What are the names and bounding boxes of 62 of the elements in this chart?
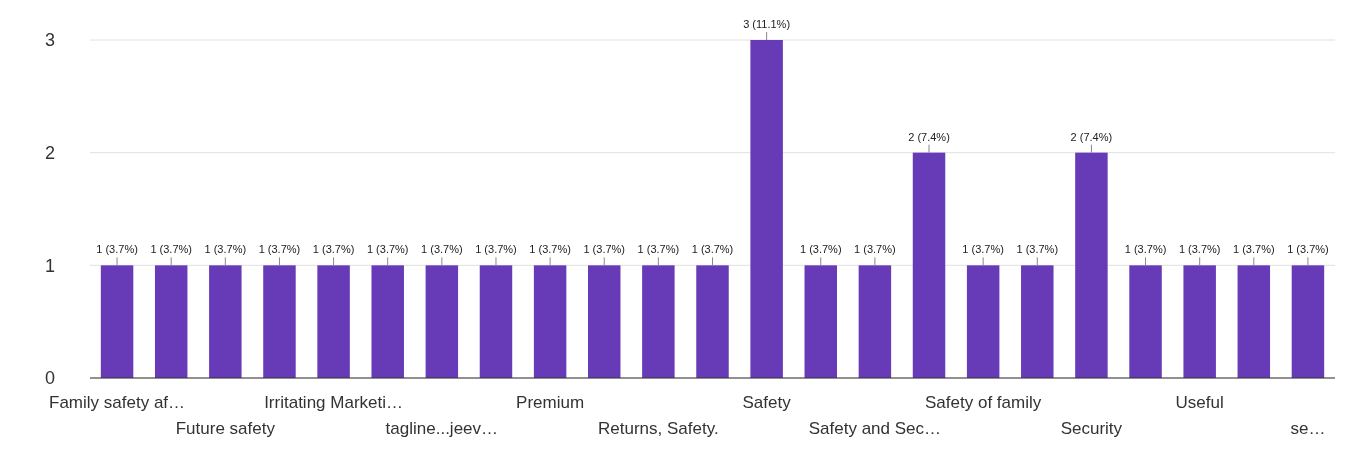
bar <box>804 265 837 378</box>
x-tick-label: Useful <box>1175 393 1224 412</box>
bar <box>371 265 404 378</box>
x-tick-label: Safety and Sec… <box>808 419 942 438</box>
x-tick-label: Returns, Safety. <box>598 419 719 438</box>
data-label: 1 (3.7%) <box>1016 243 1059 256</box>
x-tick-label: Security <box>1060 419 1123 438</box>
bar <box>966 265 1000 378</box>
y-tick-label: 1 <box>44 255 55 276</box>
data-label: 1 (3.7%) <box>691 243 734 256</box>
x-tick-label: Future safety <box>175 419 276 438</box>
data-label: 2 (7.4%) <box>908 130 950 143</box>
x-tick-label: se… <box>1290 419 1326 438</box>
data-label: 1 (3.7%) <box>962 243 1004 256</box>
x-tick-label: Safety of family <box>925 393 1042 412</box>
data-label: 3 (11.1%) <box>743 18 791 30</box>
bar <box>912 152 946 378</box>
bar <box>858 265 892 378</box>
data-label: 1 (3.7%) <box>583 243 626 256</box>
y-tick-label: 0 <box>44 368 55 389</box>
y-tick-label: 2 <box>44 142 55 163</box>
bar <box>1021 265 1054 378</box>
data-label: 1 (3.7%) <box>204 243 247 256</box>
bar <box>425 265 459 378</box>
bar <box>588 265 621 378</box>
bar <box>1291 265 1325 378</box>
x-tick-label: Premium <box>516 393 585 412</box>
bar <box>479 265 513 378</box>
data-label: 1 (3.7%) <box>1233 243 1275 256</box>
bar <box>1129 265 1162 378</box>
data-label: 1 (3.7%) <box>475 243 517 256</box>
bar <box>209 265 242 378</box>
data-label: 1 (3.7%) <box>421 243 463 256</box>
bar <box>642 265 675 378</box>
data-label: 1 (3.7%) <box>529 243 571 256</box>
bar <box>154 265 188 378</box>
bar <box>317 265 350 378</box>
bar <box>750 40 783 378</box>
data-label: 1 (3.7%) <box>637 243 680 256</box>
x-tick-label: Safety <box>742 393 792 412</box>
data-label: 1 (3.7%) <box>258 243 301 256</box>
data-label: 1 (3.7%) <box>1178 243 1221 256</box>
x-tick-label: Family safety af… <box>49 393 186 412</box>
bar <box>1075 152 1108 378</box>
data-label: 1 (3.7%) <box>150 243 192 256</box>
data-label: 1 (3.7%) <box>1124 243 1167 256</box>
bar <box>263 265 296 378</box>
x-tick-label: tagline...jeev… <box>385 419 499 438</box>
bar <box>1183 265 1216 378</box>
data-label: 1 (3.7%) <box>799 243 842 256</box>
bar <box>1237 265 1271 378</box>
data-label: 1 (3.7%) <box>854 243 896 256</box>
data-label: 1 (3.7%) <box>1287 243 1329 256</box>
bar <box>100 265 134 378</box>
data-label: 1 (3.7%) <box>96 243 138 256</box>
bar <box>533 265 567 378</box>
data-label: 1 (3.7%) <box>366 243 409 256</box>
bar <box>696 265 729 378</box>
x-tick-label: Irritating Marketi… <box>264 393 404 412</box>
data-label: 1 (3.7%) <box>312 243 355 256</box>
y-tick-label: 3 <box>44 30 55 51</box>
data-label: 2 (7.4%) <box>1070 130 1113 143</box>
